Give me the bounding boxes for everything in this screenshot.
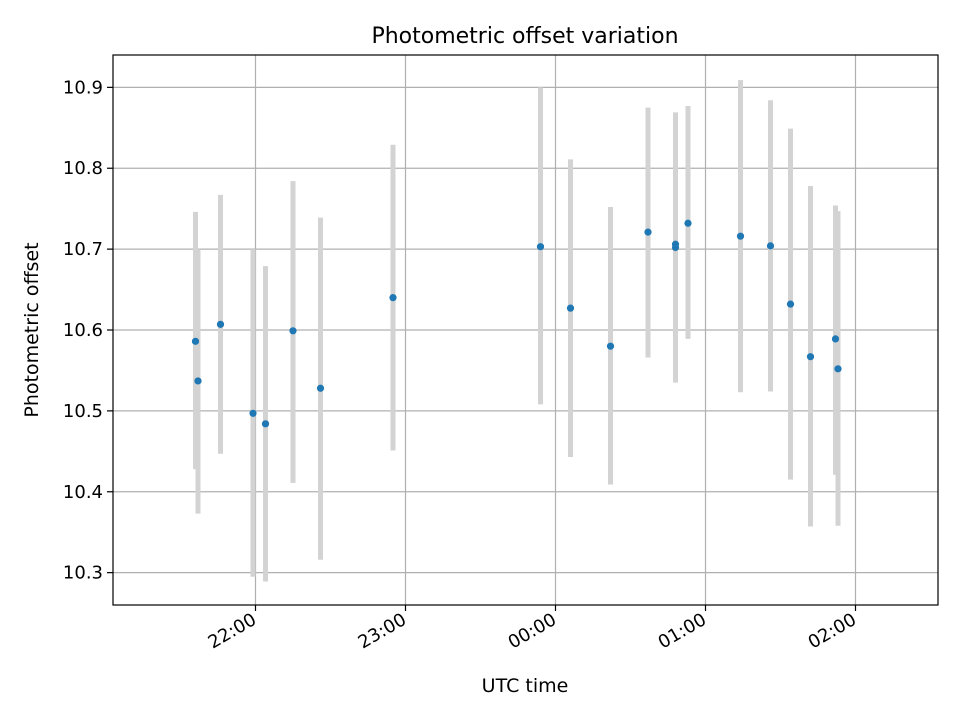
data-point — [537, 243, 544, 250]
y-tick-label: 10.7 — [63, 239, 103, 260]
data-point — [807, 353, 814, 360]
y-tick-label: 10.6 — [63, 320, 103, 341]
data-point — [607, 343, 614, 350]
y-tick-label: 10.4 — [63, 482, 103, 503]
data-point — [834, 365, 841, 372]
data-point — [389, 294, 396, 301]
data-point — [644, 229, 651, 236]
y-tick-label: 10.9 — [63, 77, 103, 98]
data-point — [194, 377, 201, 384]
data-point — [262, 420, 269, 427]
y-tick-label: 10.8 — [63, 158, 103, 179]
x-axis-label: UTC time — [482, 675, 569, 697]
data-point — [737, 233, 744, 240]
data-point — [567, 305, 574, 312]
data-point — [684, 220, 691, 227]
data-point — [832, 335, 839, 342]
data-point — [317, 385, 324, 392]
y-axis-label: Photometric offset — [21, 242, 43, 417]
data-point — [767, 242, 774, 249]
y-tick-label: 10.5 — [63, 401, 103, 422]
y-tick-label: 10.3 — [63, 563, 103, 584]
data-point — [217, 321, 224, 328]
data-point — [787, 301, 794, 308]
data-point — [249, 410, 256, 417]
data-point — [672, 241, 679, 248]
data-point — [192, 338, 199, 345]
data-point — [289, 327, 296, 334]
chart-title: Photometric offset variation — [371, 24, 678, 49]
